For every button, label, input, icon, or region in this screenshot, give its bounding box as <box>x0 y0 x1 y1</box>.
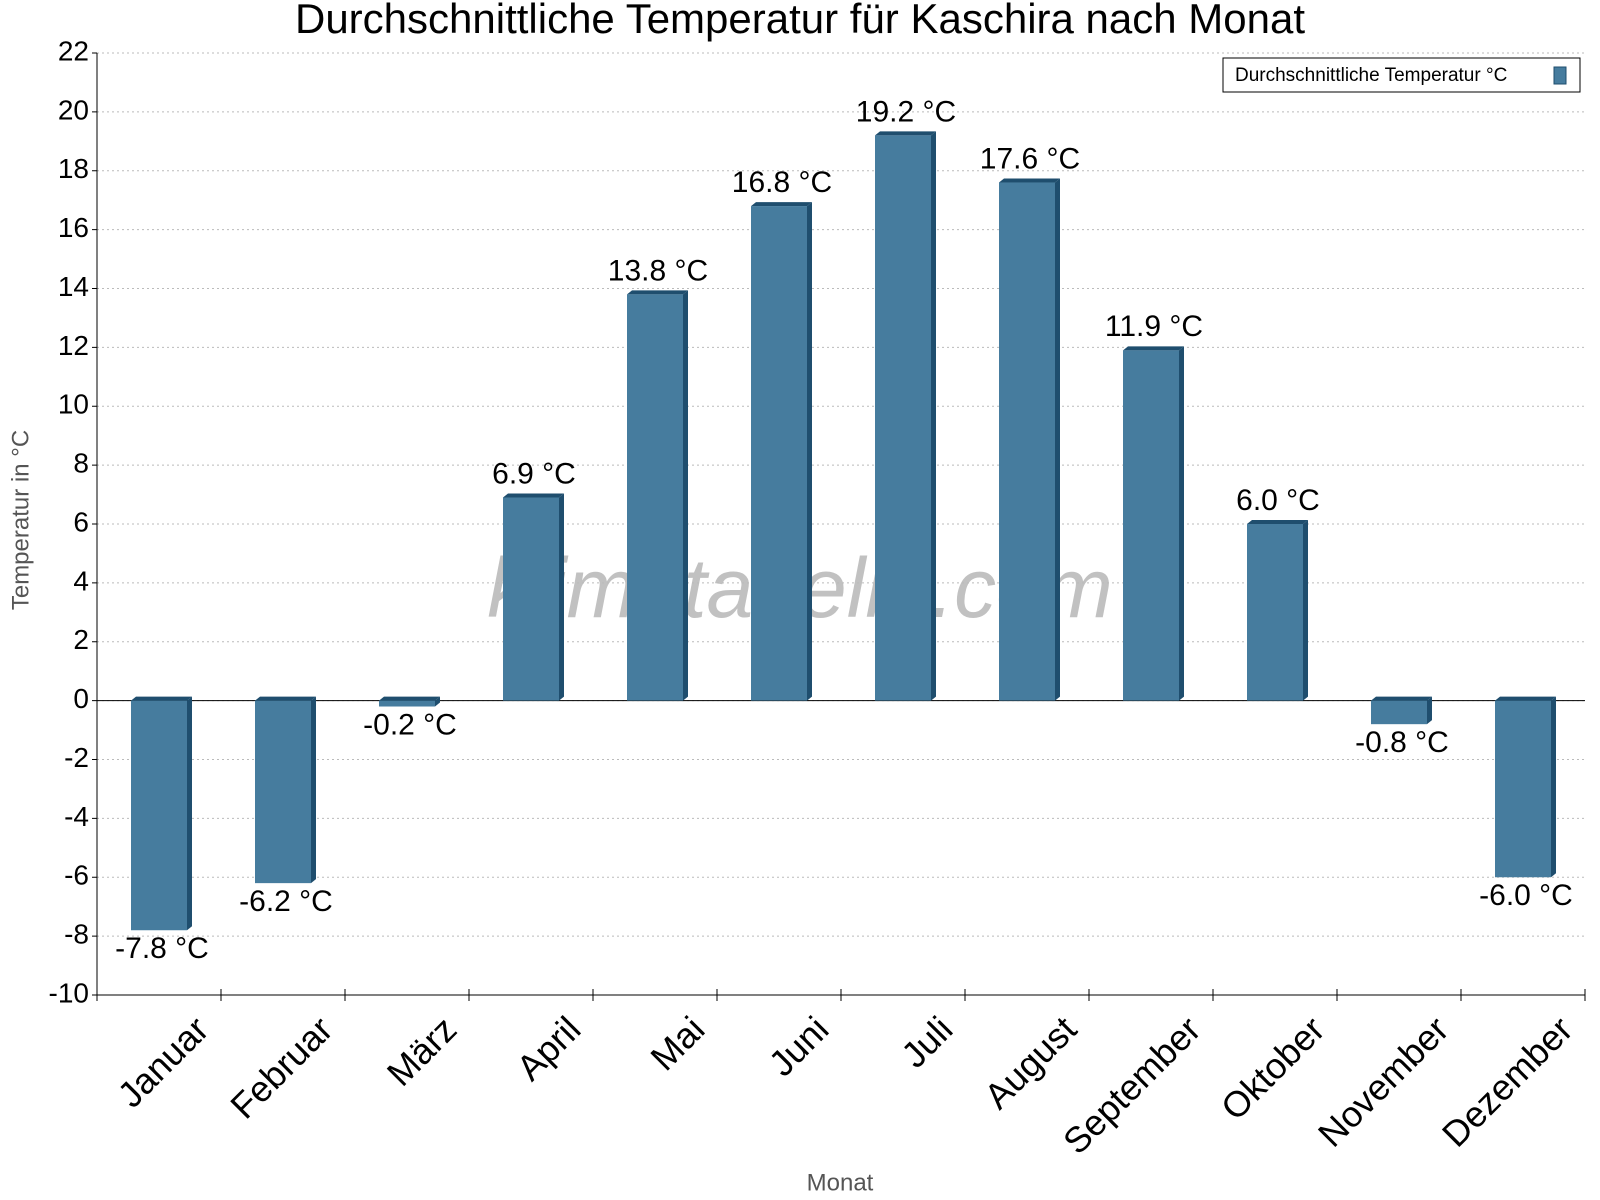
bar-top <box>503 493 564 498</box>
bar-top <box>379 696 440 701</box>
x-tick-label: August <box>976 1008 1084 1116</box>
bar-side <box>187 696 192 931</box>
bar-top <box>255 696 316 701</box>
y-tick-label: -4 <box>64 801 89 832</box>
data-label: -0.8 °C <box>1355 726 1449 759</box>
bar-side <box>683 290 688 701</box>
x-tick-label: April <box>508 1008 588 1088</box>
y-tick-label: 0 <box>73 683 89 714</box>
bar-side <box>559 493 564 701</box>
bar-top <box>131 696 192 701</box>
y-tick-label: -8 <box>64 919 89 950</box>
data-label: 19.2 °C <box>856 95 956 128</box>
bar <box>503 497 559 701</box>
bar-top <box>1371 696 1432 701</box>
legend-box <box>1222 57 1581 93</box>
bar <box>751 206 807 701</box>
data-label: 11.9 °C <box>1105 310 1203 343</box>
bar-side <box>807 202 812 701</box>
bar-side <box>931 131 936 701</box>
x-tick-label: Oktober <box>1213 1008 1333 1128</box>
bar-side <box>311 696 316 884</box>
bar-top <box>1495 696 1556 701</box>
y-tick-label: 14 <box>58 271 89 302</box>
y-tick-label: -2 <box>64 742 89 773</box>
x-tick-label: Juni <box>761 1008 837 1084</box>
bar-side <box>1303 520 1308 701</box>
y-tick-label: -6 <box>64 860 89 891</box>
bar-top <box>875 131 936 136</box>
data-label: 16.8 °C <box>732 166 832 199</box>
bar <box>1123 350 1179 701</box>
y-tick-label: 2 <box>73 624 89 655</box>
x-tick-label: Dezember <box>1434 1008 1580 1154</box>
bar-top <box>1247 520 1308 524</box>
y-tick-label: 12 <box>58 330 89 361</box>
legend-label: Durchschnittliche Temperatur °C <box>1235 65 1507 86</box>
x-tick-label: Januar <box>110 1008 217 1115</box>
bar-top <box>751 202 812 207</box>
bar <box>379 700 435 707</box>
data-label: -7.8 °C <box>115 932 209 965</box>
bar-top <box>1123 346 1184 351</box>
y-tick-label: 22 <box>58 35 89 66</box>
bar <box>1247 524 1303 701</box>
bar-side <box>435 696 440 707</box>
bar <box>627 294 683 701</box>
bar <box>1371 700 1427 725</box>
legend-swatch <box>1553 66 1567 85</box>
bar <box>131 700 187 931</box>
bar-side <box>1179 346 1184 701</box>
data-label: 6.9 °C <box>492 457 576 490</box>
bar <box>1495 700 1551 878</box>
bar <box>255 700 311 884</box>
bar <box>875 135 931 701</box>
chart-title: Durchschnittliche Temperatur für Kaschir… <box>295 0 1305 42</box>
data-label: -6.2 °C <box>239 885 333 918</box>
bar-side <box>1055 178 1060 701</box>
y-tick-label: 10 <box>58 389 89 420</box>
y-tick-label: 16 <box>58 212 89 243</box>
x-tick-label: Juli <box>893 1008 960 1075</box>
bar-top <box>627 290 688 295</box>
bar-top <box>999 178 1060 183</box>
x-axis-label: Monat <box>807 1169 874 1196</box>
bar-side <box>1427 696 1432 725</box>
y-tick-label: 6 <box>73 506 89 537</box>
x-tick-label: Mai <box>642 1008 712 1078</box>
data-label: 17.6 °C <box>980 142 1080 175</box>
y-tick-label: -10 <box>49 977 89 1008</box>
x-tick-label: März <box>379 1008 465 1094</box>
bar <box>999 182 1055 701</box>
data-label: 13.8 °C <box>608 254 708 287</box>
bar-side <box>1551 696 1556 878</box>
y-tick-label: 4 <box>73 565 89 596</box>
y-tick-label: 8 <box>73 448 89 479</box>
data-label: 6.0 °C <box>1236 484 1320 517</box>
y-axis-label: Temperatur in °C <box>7 430 34 610</box>
y-tick-label: 20 <box>58 94 89 125</box>
y-tick-label: 18 <box>58 153 89 184</box>
data-label: -6.0 °C <box>1479 879 1573 912</box>
x-tick-label: Februar <box>222 1008 340 1126</box>
x-tick-label: November <box>1310 1008 1456 1154</box>
data-label: -0.2 °C <box>363 708 457 741</box>
